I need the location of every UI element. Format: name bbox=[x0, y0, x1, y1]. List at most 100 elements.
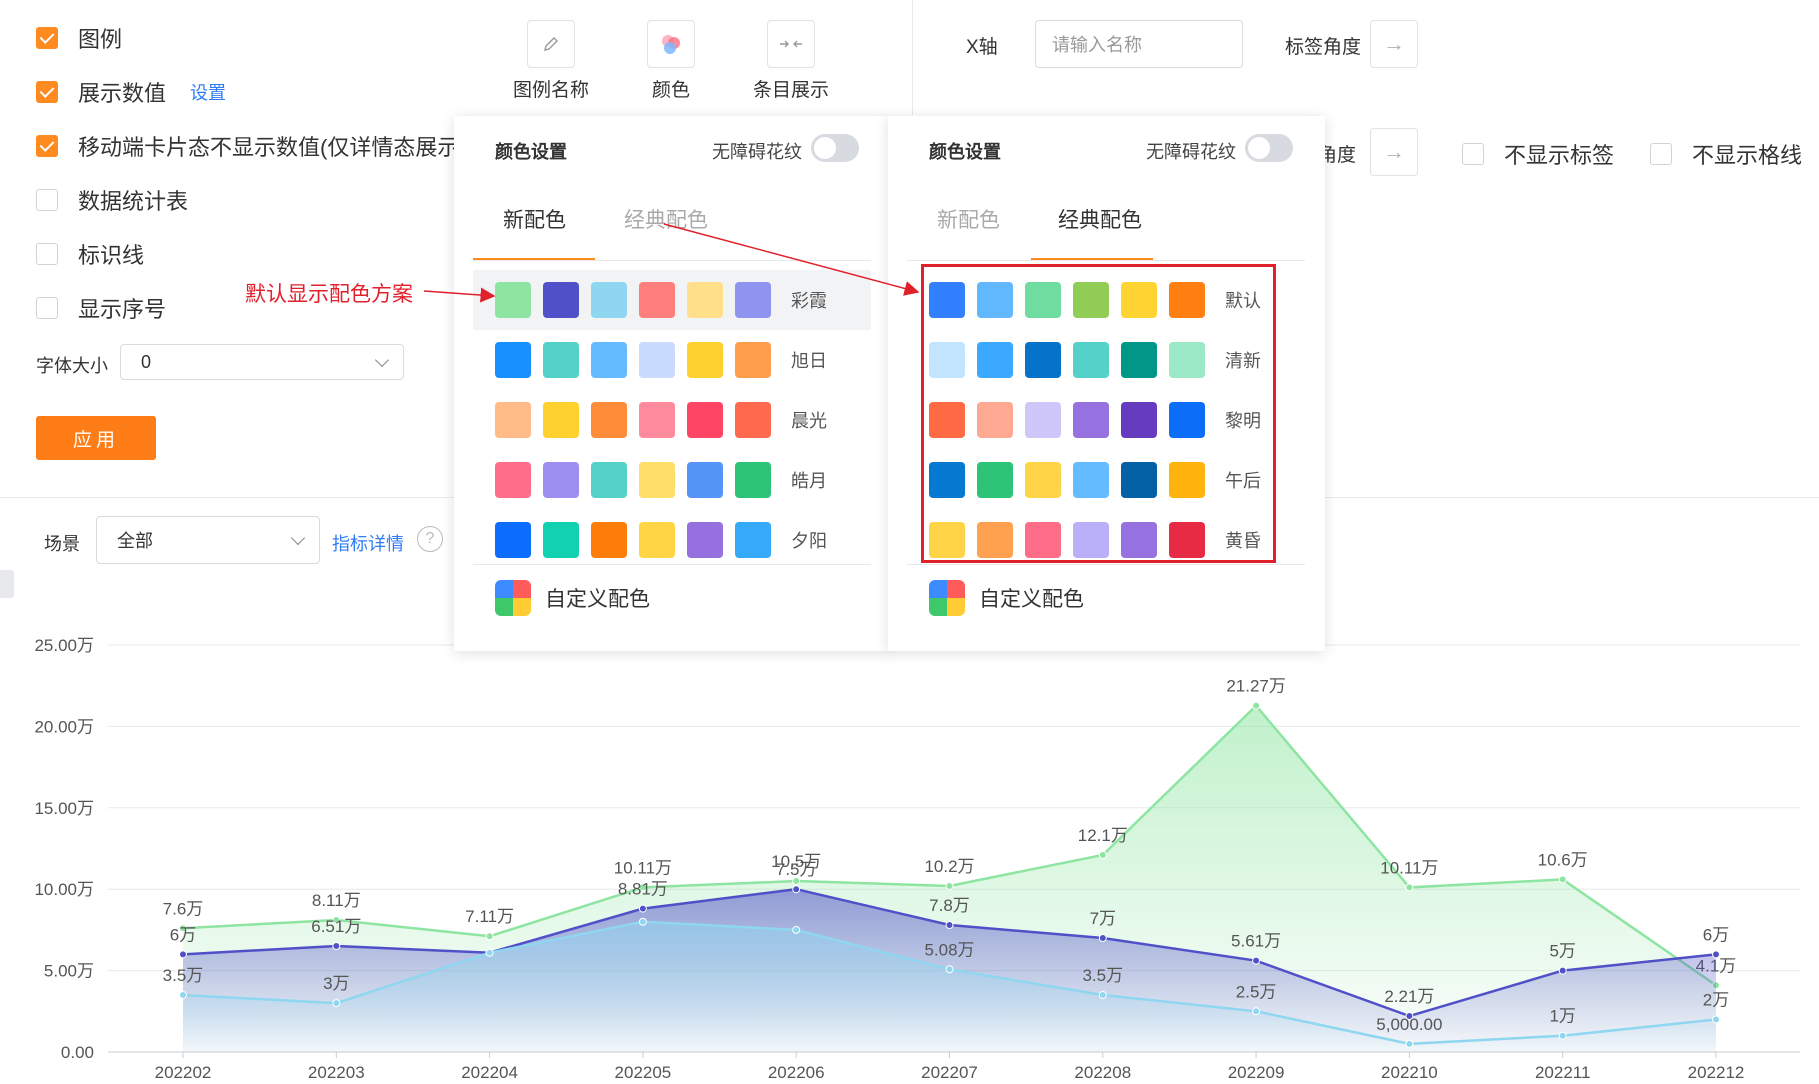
legend-name-tool[interactable] bbox=[527, 20, 575, 68]
series-area bbox=[183, 921, 1716, 1052]
color-swatch bbox=[1169, 522, 1205, 558]
data-table-checkbox[interactable] bbox=[36, 189, 58, 211]
x-tick-label: 202210 bbox=[1381, 1063, 1438, 1082]
scheme-row[interactable]: 黎明 bbox=[907, 390, 1305, 450]
legend-checkbox[interactable] bbox=[36, 27, 58, 49]
tab-new-palette[interactable]: 新配色 bbox=[937, 209, 1000, 232]
scheme-row[interactable]: 午后 bbox=[907, 450, 1305, 510]
color-swatch bbox=[1025, 522, 1061, 558]
scheme-name: 午后 bbox=[1225, 471, 1261, 491]
color-swatch bbox=[735, 462, 771, 498]
show-values-option[interactable]: 展示数值 设置 bbox=[36, 76, 226, 108]
popup-divider bbox=[907, 564, 1305, 565]
color-settings-popup-new: 颜色设置 无障碍花纹 新配色 经典配色 彩霞 旭日 晨光 皓月 夕阳 自定义配色 bbox=[454, 116, 891, 651]
show-values-settings-link[interactable]: 设置 bbox=[190, 83, 227, 103]
data-label: 8.81万 bbox=[618, 880, 668, 899]
sidebar-drag-handle[interactable] bbox=[0, 570, 14, 598]
data-label: 7.8万 bbox=[929, 896, 970, 915]
custom-palette-button[interactable]: 自定义配色 bbox=[495, 580, 650, 616]
font-size-select[interactable]: 0 bbox=[120, 344, 404, 380]
color-swatch bbox=[591, 402, 627, 438]
mobile-hide-checkbox[interactable] bbox=[36, 135, 58, 157]
mobile-hide-option[interactable]: 移动端卡片态不显示数值(仅详情态展示) bbox=[36, 130, 467, 162]
scheme-row[interactable]: 夕阳 bbox=[473, 510, 871, 570]
data-label: 10.6万 bbox=[1538, 850, 1588, 869]
scheme-row[interactable]: 皓月 bbox=[473, 450, 871, 510]
popup-title: 颜色设置 bbox=[929, 142, 1001, 162]
scheme-name: 黎明 bbox=[1225, 411, 1261, 431]
color-swatch bbox=[591, 342, 627, 378]
scheme-row[interactable]: 黄昏 bbox=[907, 510, 1305, 570]
scheme-row[interactable]: 清新 bbox=[907, 330, 1305, 390]
color-swatch bbox=[639, 342, 675, 378]
hide-labels-checkbox[interactable] bbox=[1462, 143, 1484, 165]
data-label: 21.27万 bbox=[1226, 677, 1286, 696]
data-point bbox=[638, 917, 647, 926]
metric-details-link[interactable]: 指标详情 bbox=[332, 534, 404, 554]
color-swatch bbox=[735, 522, 771, 558]
tag-angle-button-2[interactable]: → bbox=[1370, 128, 1418, 176]
show-index-checkbox[interactable] bbox=[36, 297, 58, 319]
item-display-tool[interactable] bbox=[767, 20, 815, 68]
data-label: 3.5万 bbox=[1082, 966, 1123, 985]
data-label: 6万 bbox=[170, 925, 196, 944]
tab-classic-palette[interactable]: 经典配色 bbox=[624, 209, 708, 232]
marker-line-checkbox[interactable] bbox=[36, 243, 58, 265]
data-label: 12.1万 bbox=[1078, 826, 1128, 845]
color-swatch bbox=[495, 342, 531, 378]
hide-grid-option[interactable]: 不显示格线 bbox=[1650, 138, 1802, 170]
hide-labels-label: 不显示标签 bbox=[1504, 143, 1615, 168]
data-label: 3.5万 bbox=[163, 966, 204, 985]
tab-classic-palette[interactable]: 经典配色 bbox=[1058, 209, 1142, 232]
data-point bbox=[1405, 883, 1414, 892]
color-swatch bbox=[543, 462, 579, 498]
color-swatch bbox=[687, 402, 723, 438]
color-swatch bbox=[687, 282, 723, 318]
data-label: 10.11万 bbox=[1380, 858, 1438, 877]
marker-line-option[interactable]: 标识线 bbox=[36, 238, 144, 270]
accessibility-pattern-toggle[interactable] bbox=[1245, 134, 1293, 162]
scheme-row[interactable]: 彩霞 bbox=[473, 270, 871, 330]
xaxis-name-input[interactable]: 请输入名称 bbox=[1035, 20, 1243, 68]
scheme-name: 旭日 bbox=[791, 351, 827, 371]
legend-name-label: 图例名称 bbox=[512, 80, 589, 101]
annotation-arrow-2 bbox=[663, 223, 920, 296]
active-tab-indicator bbox=[473, 258, 595, 260]
color-swatch bbox=[1073, 342, 1109, 378]
scheme-row[interactable]: 旭日 bbox=[473, 330, 871, 390]
color-swatch bbox=[1073, 402, 1109, 438]
color-swatch bbox=[977, 462, 1013, 498]
custom-palette-button[interactable]: 自定义配色 bbox=[929, 580, 1084, 616]
data-point bbox=[332, 999, 341, 1008]
scheme-row[interactable]: 晨光 bbox=[473, 390, 871, 450]
color-tool[interactable] bbox=[647, 20, 695, 68]
color-swatch bbox=[1025, 462, 1061, 498]
color-swatch bbox=[591, 462, 627, 498]
data-point bbox=[485, 932, 494, 941]
show-values-checkbox[interactable] bbox=[36, 81, 58, 103]
scene-select[interactable]: 全部 bbox=[96, 516, 320, 564]
data-table-option[interactable]: 数据统计表 bbox=[36, 184, 188, 216]
apply-button[interactable]: 应用 bbox=[36, 416, 156, 460]
accessibility-pattern-toggle[interactable] bbox=[811, 134, 859, 162]
tab-new-palette[interactable]: 新配色 bbox=[503, 209, 566, 232]
color-swatch bbox=[929, 522, 965, 558]
x-tick-label: 202211 bbox=[1535, 1063, 1590, 1082]
popup-title: 颜色设置 bbox=[495, 142, 567, 162]
color-swatch bbox=[639, 462, 675, 498]
help-icon[interactable]: ? bbox=[417, 526, 443, 552]
hide-labels-option[interactable]: 不显示标签 bbox=[1462, 138, 1614, 170]
show-index-option[interactable]: 显示序号 bbox=[36, 292, 166, 324]
data-point bbox=[179, 924, 187, 933]
color-swatch bbox=[543, 402, 579, 438]
data-point bbox=[1712, 1015, 1720, 1024]
color-swatch bbox=[735, 282, 771, 318]
annotation-arrows bbox=[423, 223, 920, 303]
scheme-row[interactable]: 默认 bbox=[907, 270, 1305, 330]
tag-angle-button[interactable]: → bbox=[1370, 20, 1418, 68]
x-tick-label: 202208 bbox=[1074, 1063, 1131, 1082]
legend-option[interactable]: 图例 bbox=[36, 22, 122, 54]
y-tick-label: 5.00万 bbox=[44, 962, 94, 981]
x-tick-label: 202209 bbox=[1228, 1063, 1285, 1082]
hide-grid-checkbox[interactable] bbox=[1650, 143, 1672, 165]
